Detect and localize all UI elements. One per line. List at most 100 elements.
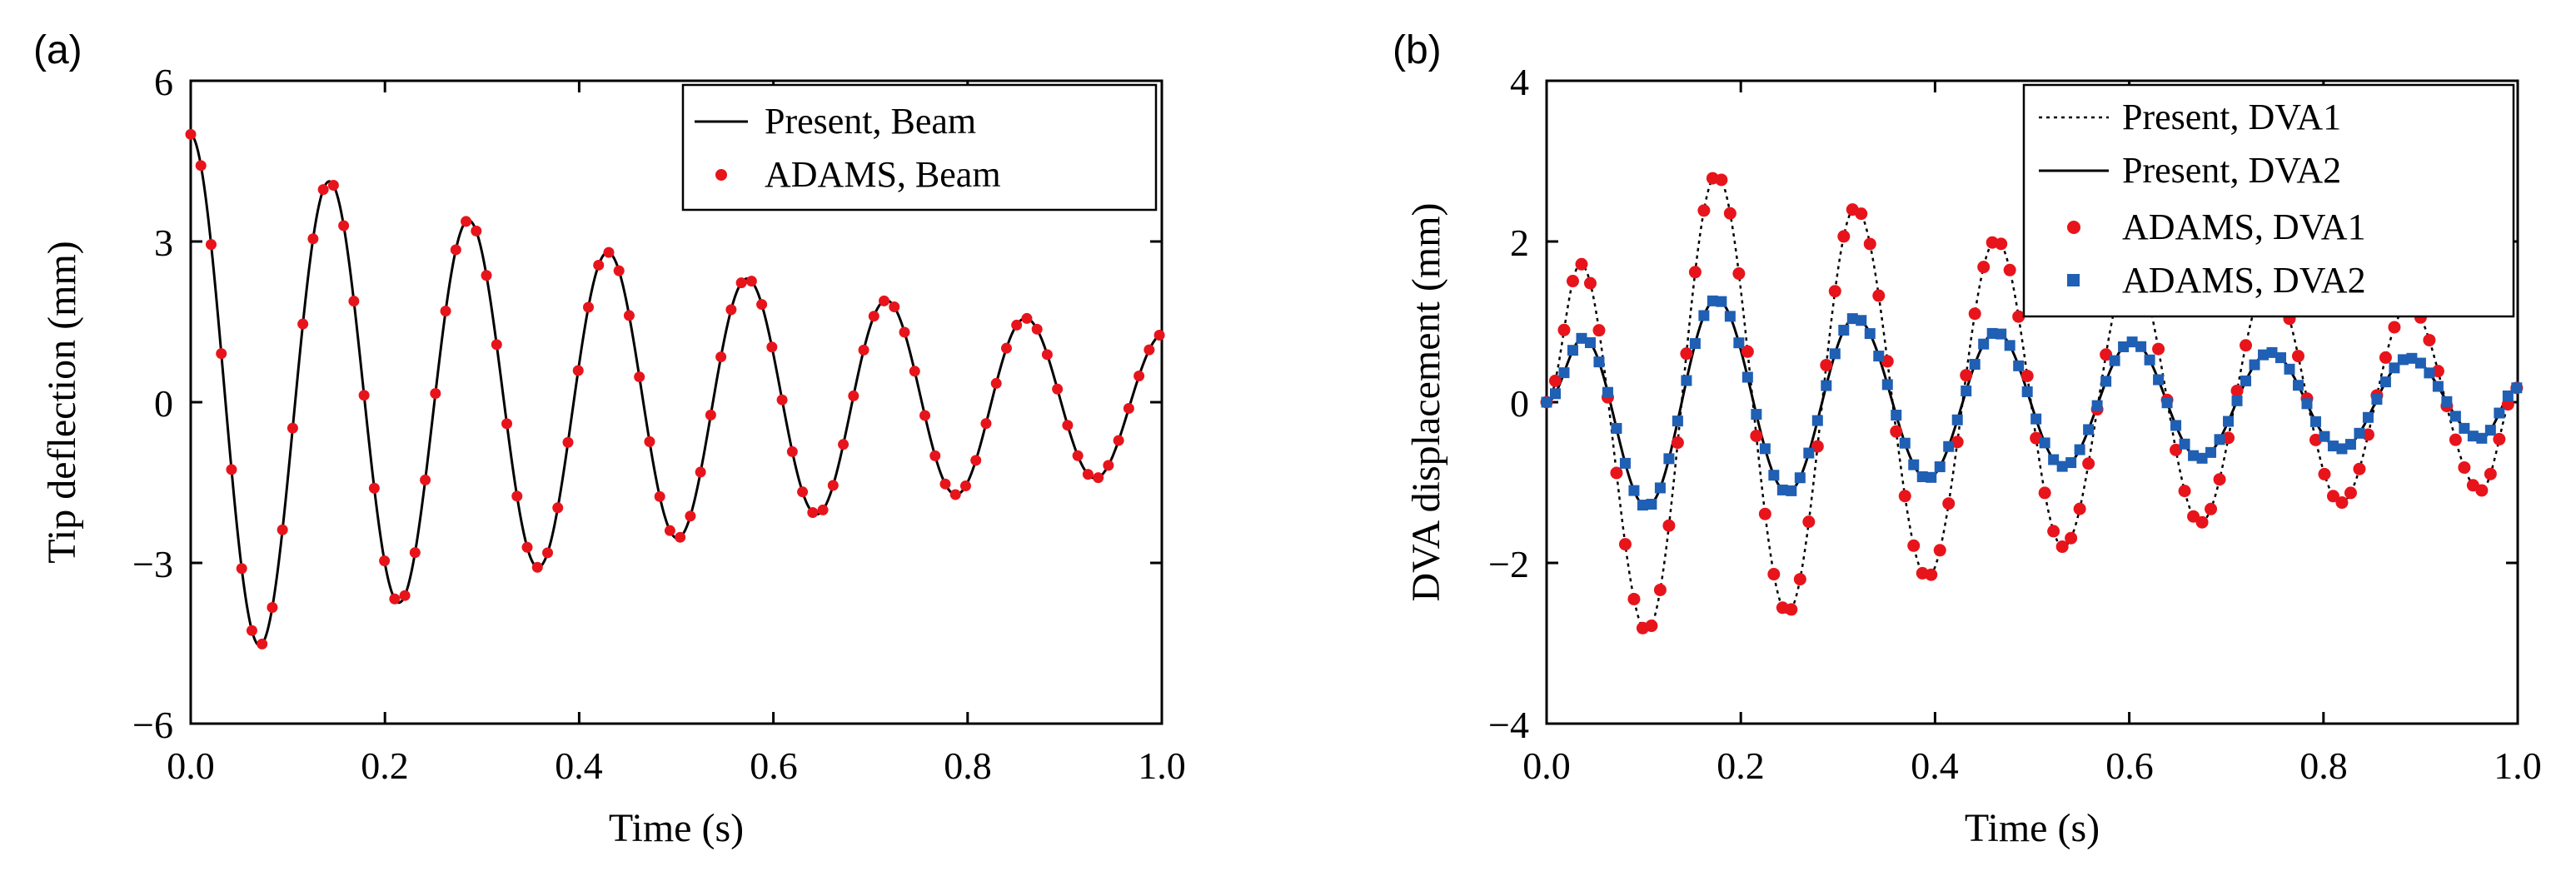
adams-dva1-marker [2047,525,2060,538]
adams-dva2-marker [2188,450,2200,461]
panel-a-legend: Present, Beam ADAMS, Beam [681,83,1158,212]
adams-dva1-marker [1881,355,1894,368]
panel-a-ylabel: Tip deflection (mm) [40,241,84,564]
adams-beam-marker [725,304,737,316]
adams-beam-marker [1072,450,1084,461]
panel-a-label: (a) [33,28,82,72]
adams-dva1-marker [2353,462,2366,475]
panel-b-ytick-label: −4 [1488,704,1529,746]
adams-dva2-marker [1751,409,1762,421]
adams-beam-marker [572,365,584,376]
adams-dva1-marker [1933,544,1946,557]
adams-beam-marker [297,318,309,330]
adams-beam-marker [542,547,554,559]
adams-dva1-marker [2475,484,2489,497]
adams-dva2-marker [1794,472,1806,484]
adams-beam-marker [307,233,319,245]
adams-dva2-marker [1646,499,1657,510]
adams-dva1-marker [2335,496,2349,510]
adams-dva1-marker [1557,323,1571,336]
panel-b-legend-box [2022,83,2515,318]
adams-dva1-marker [1575,257,1588,271]
adams-beam-marker [756,299,768,311]
panel-a-ytick-label: −3 [132,543,173,585]
panel-b-data [1540,172,2524,635]
adams-dva1-marker [2152,342,2165,356]
adams-dva2-marker [2414,357,2426,369]
adams-dva2-marker [1908,459,1920,470]
adams-dva2-marker [1654,482,1666,494]
adams-beam-marker [664,525,675,536]
adams-dva2-marker [1619,457,1631,469]
panel-b: (b) 4 2 0 −2 −4 0.0 0.2 0.4 0.6 0.8 1.0 … [1393,28,2542,850]
adams-dva2-marker [2144,354,2155,366]
adams-beam-marker [848,390,859,401]
adams-dva2-marker [2371,394,2383,406]
adams-beam-marker [613,265,625,276]
adams-dva1-marker [2222,431,2235,445]
adams-dva1-marker [1785,603,1798,616]
panel-a-xlabel: Time (s) [609,806,744,850]
adams-dva1-marker [1872,289,1886,302]
adams-dva2-marker [2223,416,2235,427]
panel-b-xtick-label: 0.6 [2105,744,2154,787]
adams-dva1-marker [2030,431,2043,445]
adams-dva1-marker [2344,486,2357,500]
adams-dva2-marker [1576,332,1587,344]
legend-present-beam-label: Present, Beam [765,101,976,142]
adams-beam-marker [644,436,655,447]
adams-dva1-marker [2458,460,2471,474]
legend-adams-dva2-label: ADAMS, DVA2 [2122,260,2366,301]
adams-dva2-marker [2292,380,2304,391]
panel-a-xtick-label: 0.6 [750,744,798,787]
adams-beam-marker [246,625,257,636]
adams-dva1-marker [1767,568,1781,581]
adams-dva1-marker [2012,310,2025,323]
adams-dva2-marker [1926,471,1937,483]
adams-beam-marker [257,638,268,650]
adams-dva2-marker [1856,315,1867,326]
adams-dva2-marker [1776,484,1788,495]
adams-dva2-marker [2336,443,2348,455]
panel-a-ytick-label: 0 [154,382,173,425]
adams-beam-marker [1103,460,1114,471]
adams-dva2-marker [1803,447,1815,459]
adams-beam-marker [267,601,278,613]
adams-dva2-marker [2467,431,2479,442]
panel-b-xtick-label: 0.8 [2299,744,2348,787]
adams-beam-marker [1021,312,1033,324]
adams-dva1-marker [1995,237,2008,251]
adams-dva1-marker [1548,374,1562,387]
adams-dva1-marker [1671,436,1684,450]
adams-beam-marker [980,418,992,430]
panel-b-xlabel: Time (s) [1965,806,2100,850]
panel-a-xtick-label: 0.2 [361,744,409,787]
adams-dva2-marker [2100,376,2112,387]
adams-dva2-marker [2449,411,2461,422]
legend-present-dva1-label: Present, DVA1 [2122,97,2341,137]
adams-dva1-marker [1811,440,1824,453]
adams-beam-marker [409,547,421,559]
adams-dva1-marker [1732,267,1746,281]
panel-b-ytick-label: −2 [1488,543,1529,585]
adams-beam-marker [471,225,482,236]
adams-beam-marker [735,277,747,289]
adams-dva2-marker [2039,437,2050,449]
adams-beam-marker [358,390,370,401]
legend-present-dva2-label: Present, DVA2 [2122,150,2341,191]
legend-adams-beam-label: ADAMS, Beam [765,154,1001,195]
panel-b-xtick-label: 0.2 [1717,744,1765,787]
panel-a-xtick-label: 0.0 [167,744,215,787]
adams-dva1-marker [2309,433,2322,446]
adams-beam-marker [368,482,380,494]
adams-dva2-marker [2459,422,2470,434]
adams-beam-marker [277,524,288,535]
panel-b-xtick-label: 0.4 [1911,744,1959,787]
adams-dva1-marker [1758,507,1771,520]
adams-dva2-marker [1881,379,1893,391]
adams-beam-marker [879,295,890,306]
adams-beam-marker [939,478,951,490]
adams-beam-marker [695,466,706,478]
adams-dva1-marker [2291,350,2304,363]
adams-beam-marker [929,450,941,461]
